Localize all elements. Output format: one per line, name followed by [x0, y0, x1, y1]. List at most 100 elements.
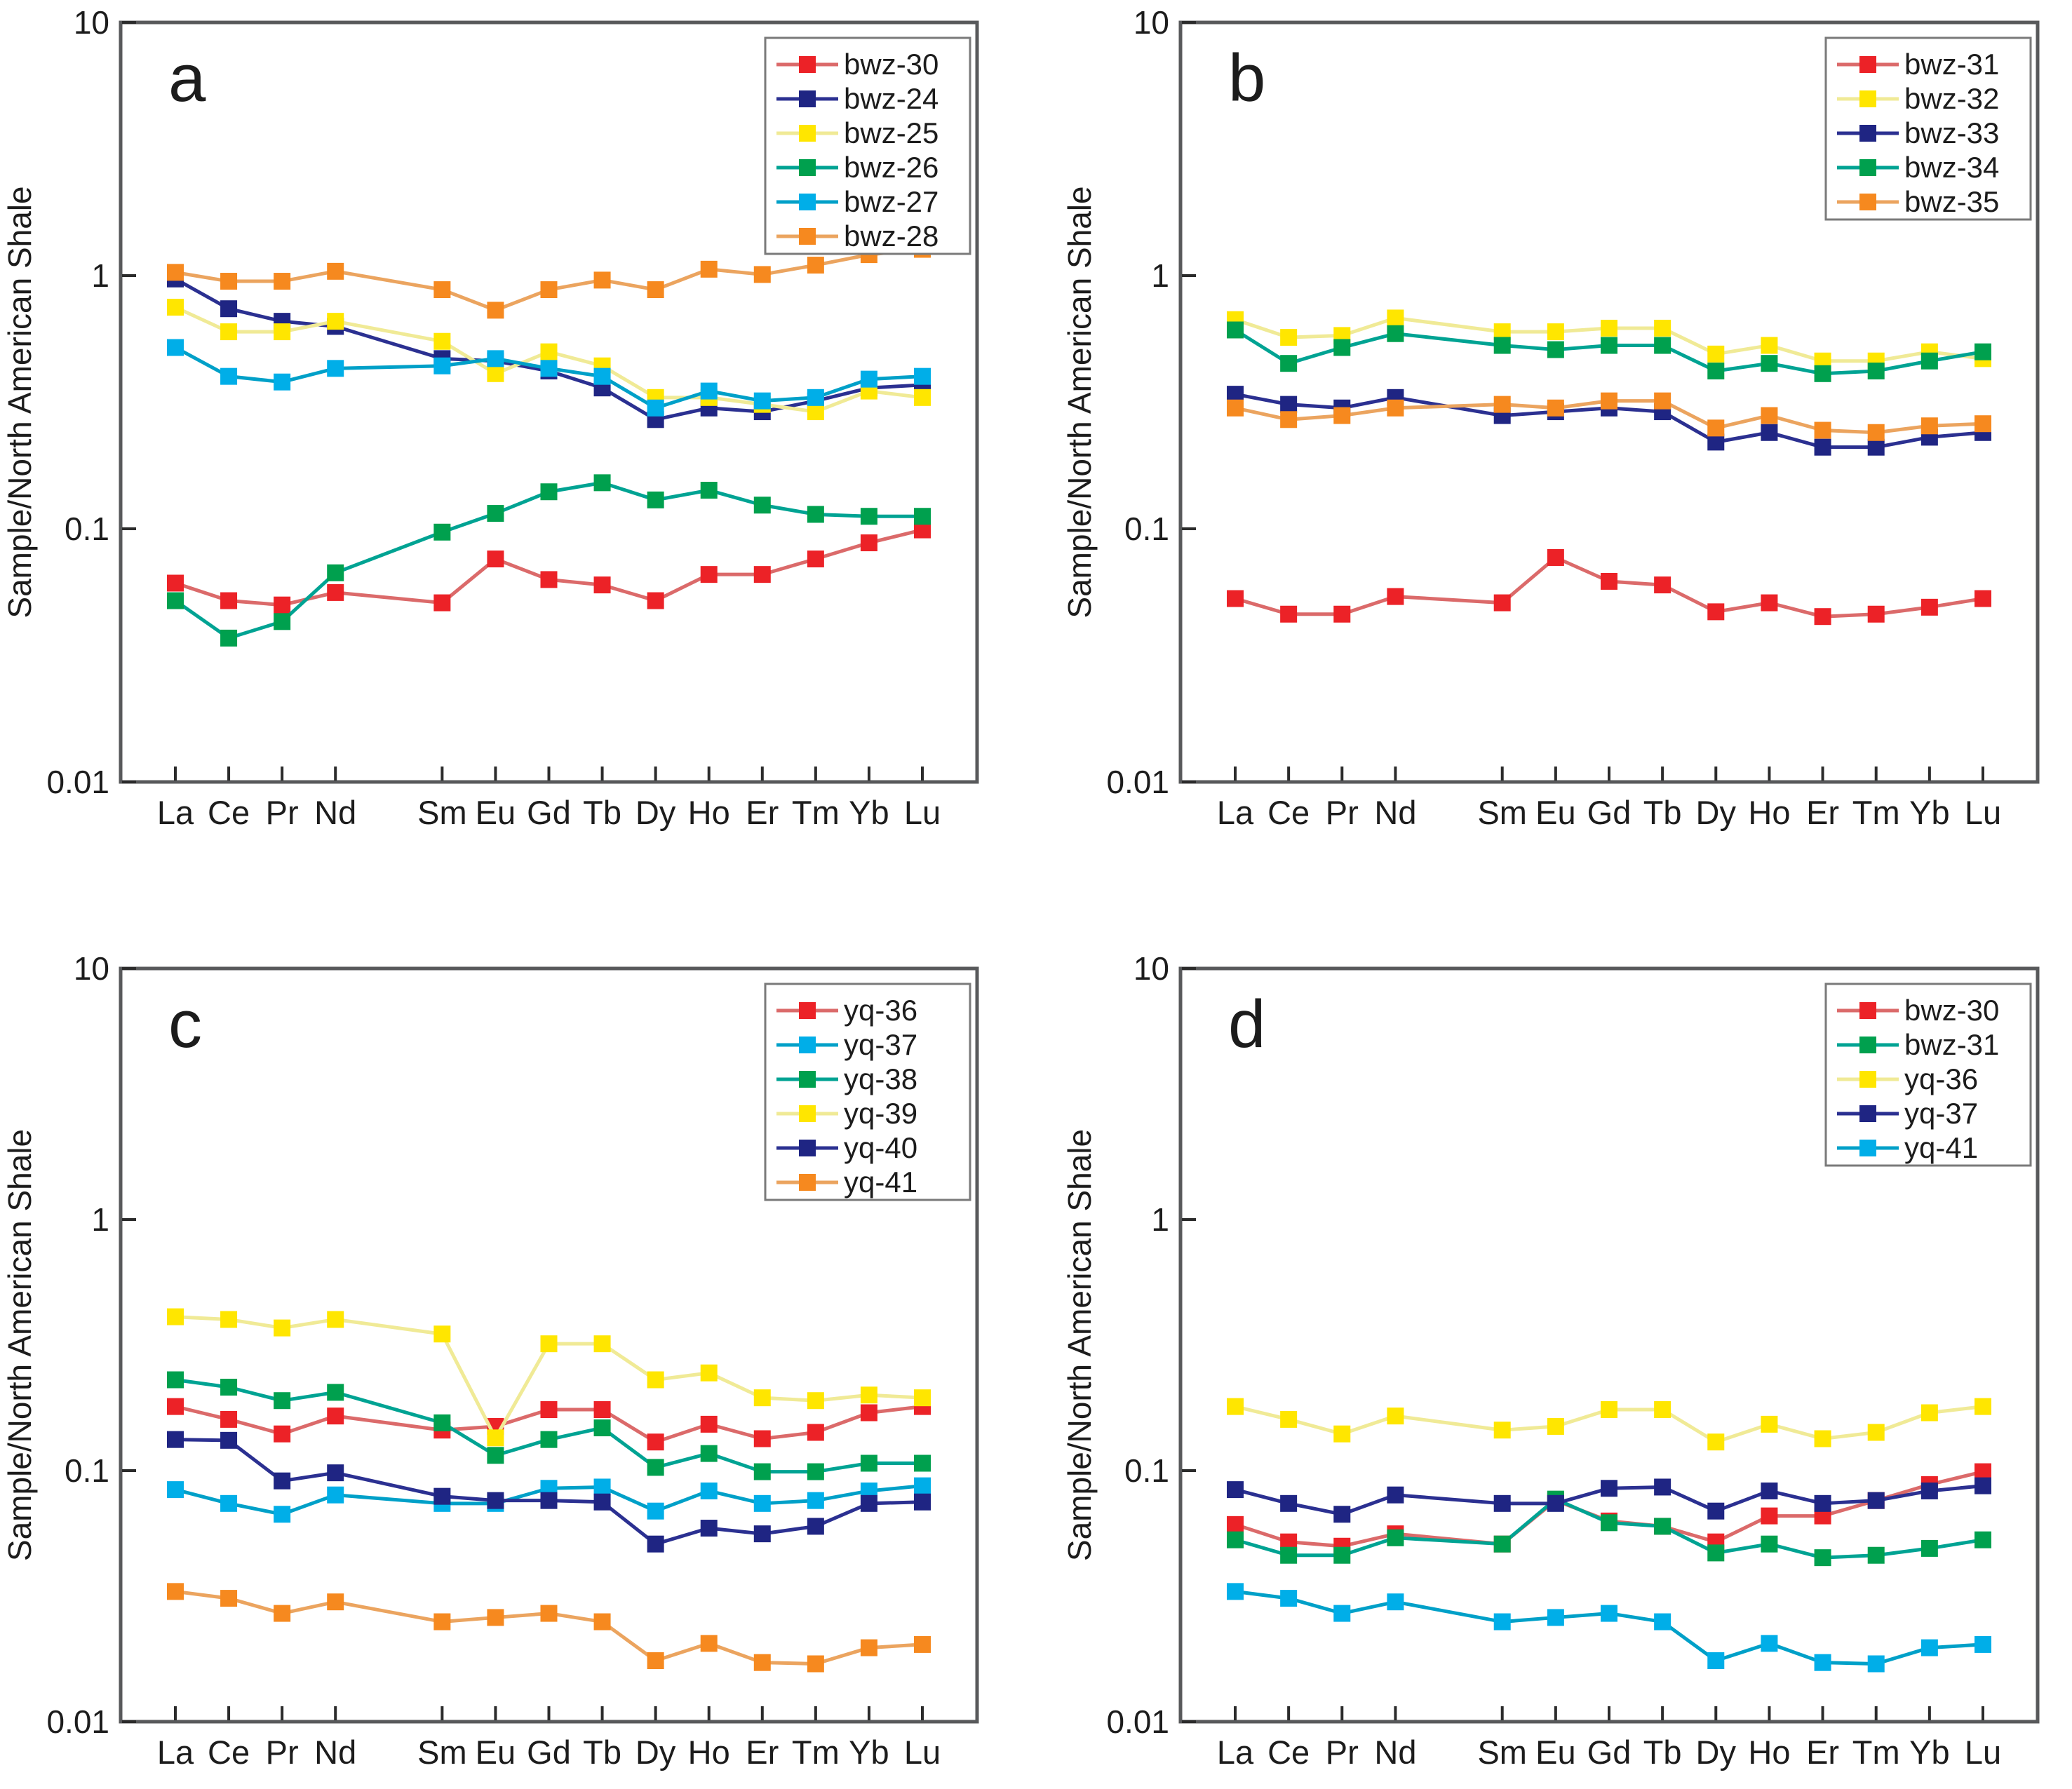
data-point-marker — [807, 1392, 824, 1410]
x-tick-label: Tb — [1643, 794, 1682, 831]
series-line-yq-40 — [175, 1438, 923, 1546]
data-point-marker — [1814, 1549, 1831, 1567]
series-markers-yq-36 — [1227, 1398, 1991, 1451]
legend-entry-yq-38: yq-38 — [776, 1062, 917, 1095]
data-point-marker — [1227, 1583, 1244, 1600]
legend-marker — [799, 159, 816, 176]
data-point-marker — [1654, 1478, 1671, 1496]
data-point-marker — [753, 1430, 771, 1447]
data-point-marker — [807, 1463, 824, 1480]
data-point-marker — [433, 357, 451, 374]
legend-entry-bwz-35: bwz-35 — [1837, 185, 1999, 218]
data-point-marker — [1867, 363, 1885, 380]
data-point-marker — [167, 574, 184, 592]
data-point-marker — [1975, 1635, 1991, 1653]
data-point-marker — [1387, 1486, 1404, 1504]
y-tick-label: 1 — [1151, 257, 1169, 294]
series-line-bwz-32 — [1235, 316, 1984, 363]
series-markers-bwz-28 — [167, 241, 931, 319]
data-point-marker — [914, 1454, 931, 1472]
x-tick-label: Tm — [792, 1734, 840, 1771]
data-point-marker — [1547, 1417, 1564, 1435]
x-tick-label: Er — [1806, 1734, 1839, 1771]
data-point-marker — [220, 323, 238, 341]
data-point-marker — [1280, 605, 1298, 623]
legend-marker — [799, 1140, 816, 1156]
x-tick-label: Sm — [1477, 1734, 1527, 1771]
data-point-marker — [1867, 1424, 1885, 1441]
data-point-marker — [540, 1400, 558, 1418]
data-point-marker — [1920, 1539, 1938, 1557]
data-point-marker — [807, 403, 824, 421]
data-point-marker — [1601, 1605, 1617, 1622]
x-tick-label: Lu — [1965, 794, 2001, 831]
data-point-marker — [1227, 321, 1244, 339]
data-point-marker — [1761, 1635, 1778, 1652]
y-tick-label: 0.01 — [1106, 1703, 1169, 1740]
data-point-marker — [274, 613, 291, 630]
data-point-marker — [1601, 572, 1617, 590]
data-point-marker — [487, 1429, 504, 1447]
data-point-marker — [220, 1590, 238, 1607]
data-point-marker — [1761, 407, 1778, 424]
data-point-marker — [1493, 1494, 1511, 1512]
data-point-marker — [220, 1311, 238, 1328]
y-tick-label: 0.1 — [1124, 511, 1169, 547]
legend-entry-bwz-33: bwz-33 — [1837, 116, 1999, 149]
data-point-marker — [647, 1459, 664, 1476]
data-point-marker — [593, 474, 611, 492]
data-point-marker — [914, 1493, 931, 1511]
data-point-marker — [1814, 365, 1831, 382]
data-point-marker — [327, 1593, 344, 1611]
data-point-marker — [700, 382, 718, 400]
data-point-marker — [1654, 319, 1671, 337]
data-point-marker — [1920, 1404, 1938, 1422]
legend-box — [764, 983, 971, 1201]
data-point-marker — [1867, 424, 1885, 441]
data-point-marker — [167, 1371, 184, 1389]
x-tick-label: La — [1217, 794, 1254, 831]
data-point-marker — [540, 1335, 558, 1353]
data-point-marker — [487, 505, 504, 522]
data-point-marker — [1601, 337, 1617, 354]
data-point-marker — [753, 266, 771, 283]
x-tick-label: Eu — [1535, 794, 1576, 831]
data-point-marker — [860, 1494, 877, 1512]
legend-marker — [799, 90, 816, 107]
legend-marker — [799, 1071, 816, 1088]
data-point-marker — [1920, 598, 1938, 616]
x-tick-label: Ho — [688, 794, 730, 831]
series-markers-bwz-30 — [167, 521, 931, 614]
data-point-marker — [700, 1445, 718, 1462]
data-point-marker — [1280, 396, 1298, 413]
legend-label: yq-40 — [844, 1131, 917, 1164]
data-point-marker — [1814, 352, 1831, 370]
series-line-bwz-31 — [1235, 555, 1984, 619]
data-point-marker — [327, 1311, 344, 1328]
data-point-marker — [1280, 1494, 1298, 1512]
legend-label: yq-36 — [844, 994, 917, 1027]
data-point-marker — [1333, 1506, 1351, 1523]
x-tick-label: Tm — [1852, 1734, 1900, 1771]
panel-c: 10 1 0.1 0.01 La Ce Pr Nd Sm Eu Gd Tb Dy Ho Er Tm Yb Lu Sa… — [0, 895, 1036, 1789]
data-point-marker — [647, 1652, 664, 1669]
data-point-marker — [167, 1308, 184, 1325]
legend-marker — [799, 1174, 816, 1191]
data-point-marker — [593, 1400, 611, 1418]
legend-marker — [1859, 1002, 1876, 1019]
series-markers-yq-41 — [1227, 1583, 1991, 1673]
data-point-marker — [274, 1605, 291, 1622]
data-point-marker — [700, 1482, 718, 1499]
panel-a-chart: 10 1 0.1 0.01 La Ce Pr Nd Sm Eu Gd Tb Dy Ho Er Tm Yb Lu Sa… — [1, 4, 979, 831]
data-point-marker — [1814, 438, 1831, 456]
data-point-marker — [1975, 1531, 1991, 1548]
data-point-marker — [700, 1520, 718, 1537]
legend-entry-bwz-30: bwz-30 — [1837, 994, 1999, 1027]
data-point-marker — [487, 551, 504, 568]
legend-marker — [799, 1037, 816, 1053]
legend-entry-yq-36: yq-36 — [776, 994, 917, 1027]
x-tick-label: La — [157, 1734, 194, 1771]
data-point-marker — [593, 1493, 611, 1511]
data-point-marker — [1333, 339, 1351, 356]
y-tick-label: 0.01 — [46, 1703, 109, 1740]
